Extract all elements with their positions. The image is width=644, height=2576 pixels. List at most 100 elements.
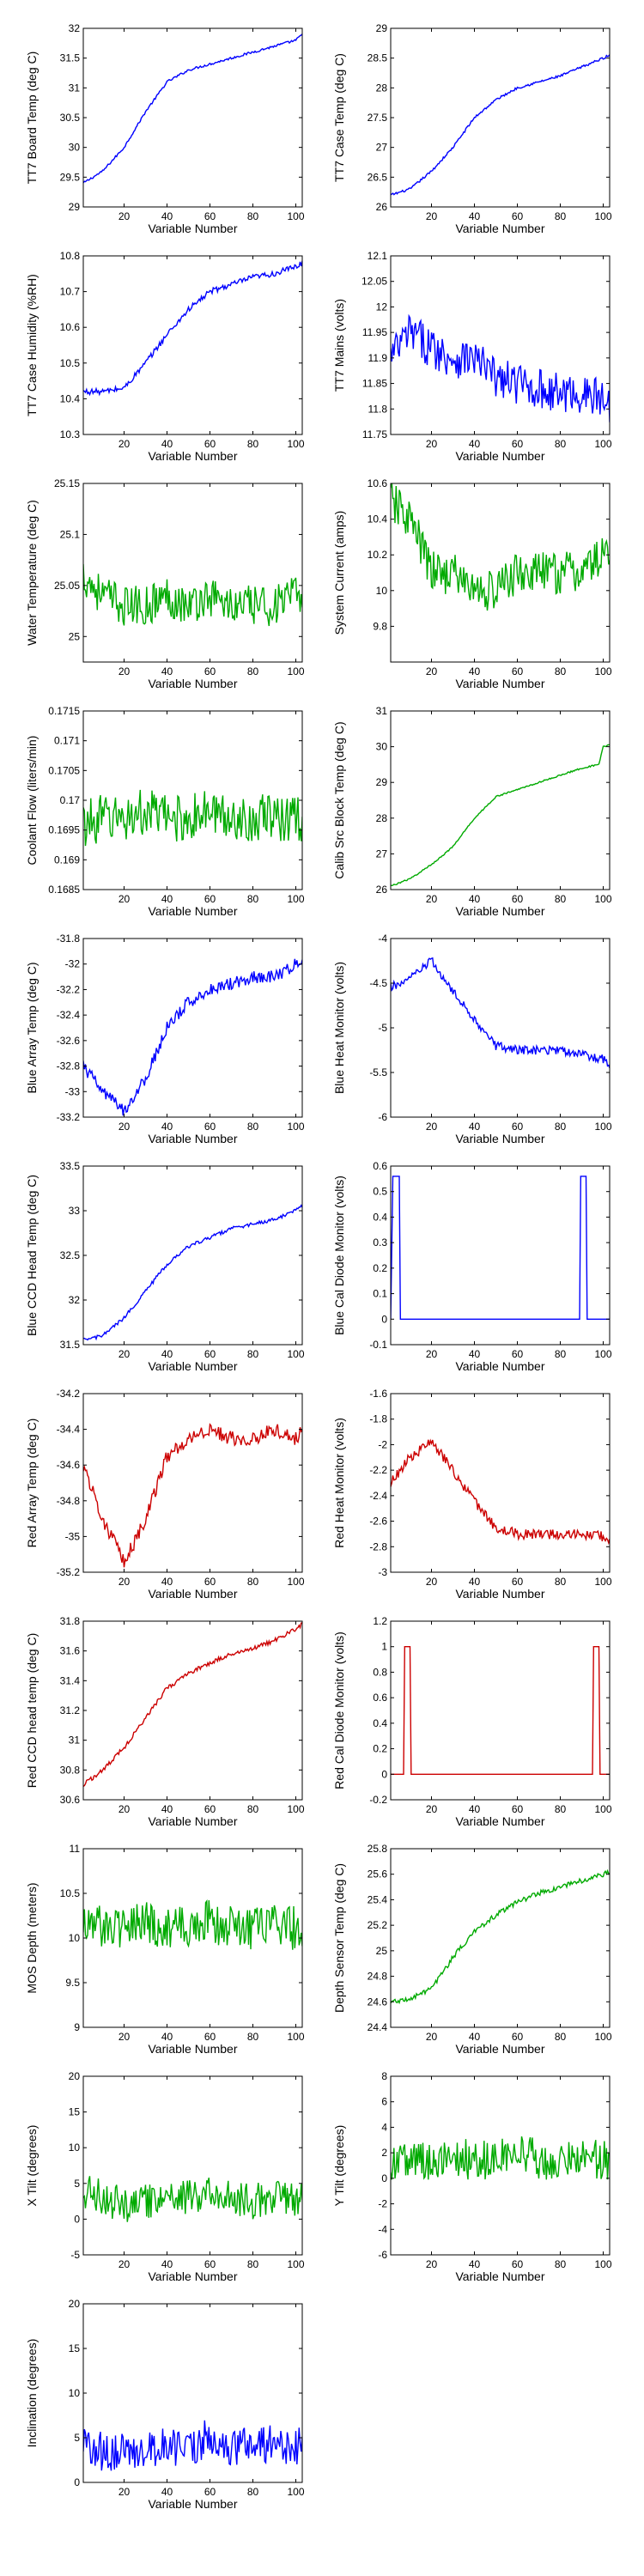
y-tick-label: 24.8 bbox=[368, 1971, 388, 1983]
y-tick-label: 0.4 bbox=[373, 1211, 387, 1223]
x-tick-label: 60 bbox=[204, 2258, 216, 2270]
y-tick-label: -34.4 bbox=[57, 1424, 81, 1436]
x-tick-label: 80 bbox=[247, 2486, 259, 2498]
x-tick-label: 60 bbox=[204, 1121, 216, 1133]
y-tick-label: 0.2 bbox=[373, 1743, 387, 1755]
y-tick-label: -32.8 bbox=[57, 1060, 81, 1072]
x-tick-label: 40 bbox=[161, 665, 173, 677]
series-line bbox=[83, 1423, 302, 1568]
y-tick-label: 30.6 bbox=[60, 1794, 81, 1806]
y-tick-label: -34.8 bbox=[57, 1495, 81, 1507]
y-axis-label: X Tilt (degrees) bbox=[25, 2125, 39, 2207]
x-tick-label: 20 bbox=[118, 438, 131, 450]
x-axis-label: Variable Number bbox=[148, 904, 237, 918]
x-tick-label: 40 bbox=[469, 210, 481, 222]
y-tick-label: 28.5 bbox=[368, 52, 388, 64]
x-tick-label: 80 bbox=[247, 1121, 259, 1133]
x-tick-label: 60 bbox=[204, 893, 216, 905]
axes-box bbox=[82, 938, 303, 1118]
x-axis-label: Variable Number bbox=[148, 1132, 237, 1145]
y-tick-label: -33.2 bbox=[57, 1111, 81, 1123]
y-axis-label: TT7 Board Temp (deg C) bbox=[25, 52, 39, 185]
y-tick-label: 10 bbox=[69, 2387, 81, 2399]
y-tick-label: 2 bbox=[381, 2147, 387, 2159]
x-tick-label: 40 bbox=[469, 1576, 481, 1588]
x-tick-label: 100 bbox=[287, 438, 304, 450]
y-tick-label: 0.169 bbox=[54, 854, 80, 866]
x-tick-label: 60 bbox=[512, 1121, 524, 1133]
y-tick-label: 10.4 bbox=[368, 513, 388, 526]
x-tick-label: 80 bbox=[555, 2031, 567, 2043]
x-tick-label: 40 bbox=[161, 893, 173, 905]
y-tick-label: 30 bbox=[69, 142, 81, 154]
y-tick-label: 0.2 bbox=[373, 1262, 387, 1274]
y-tick-label: -32.6 bbox=[57, 1035, 81, 1047]
x-tick-label: 100 bbox=[594, 1576, 611, 1588]
series-line bbox=[83, 33, 302, 184]
x-tick-label: 20 bbox=[426, 2258, 438, 2270]
subplot-18: 20 40 60 80 100 24.4 24.6 24.8 25 25.2 25.4 25.6 25.… bbox=[332, 1843, 612, 2056]
y-tick-label: 11.8 bbox=[368, 403, 388, 415]
y-tick-label: 0.4 bbox=[373, 1717, 387, 1729]
subplot-20: 20 40 60 80 100 -6 -4 -2 0 2 4 6 8 Variable Number Y T… bbox=[332, 2070, 612, 2283]
y-tick-label: -35 bbox=[65, 1530, 81, 1542]
y-tick-label: 10.8 bbox=[60, 250, 81, 262]
y-tick-label: 26.5 bbox=[368, 171, 388, 183]
y-tick-label: 10.5 bbox=[60, 1887, 81, 1899]
series-line bbox=[391, 1646, 610, 1775]
y-tick-label: -5 bbox=[70, 2249, 80, 2261]
x-axis-label: Variable Number bbox=[148, 449, 237, 463]
y-tick-label: 0 bbox=[74, 2213, 80, 2225]
axes-box bbox=[82, 1848, 303, 2028]
x-tick-label: 40 bbox=[469, 1348, 481, 1360]
y-tick-label: 4 bbox=[381, 2121, 387, 2133]
x-tick-label: 20 bbox=[426, 2031, 438, 2043]
series-line bbox=[391, 744, 610, 887]
x-axis-label: Variable Number bbox=[455, 222, 544, 235]
series-line bbox=[391, 957, 610, 1068]
y-tick-label: 30.5 bbox=[60, 112, 81, 124]
y-tick-label: 27 bbox=[376, 848, 388, 860]
y-tick-label: -1.6 bbox=[369, 1388, 387, 1400]
y-tick-label: 11.9 bbox=[368, 352, 388, 364]
x-axis-label: Variable Number bbox=[455, 2042, 544, 2056]
y-tick-label: 32.5 bbox=[60, 1249, 81, 1261]
series-line bbox=[83, 563, 302, 627]
x-tick-label: 100 bbox=[287, 893, 304, 905]
x-axis-label: Variable Number bbox=[455, 1359, 544, 1373]
y-tick-label: -0.1 bbox=[369, 1339, 387, 1351]
x-tick-label: 80 bbox=[247, 665, 259, 677]
axes-box bbox=[390, 2075, 611, 2256]
y-tick-label: 0.8 bbox=[373, 1666, 387, 1678]
y-tick-label: 5 bbox=[74, 2432, 80, 2444]
y-tick-label: -6 bbox=[378, 1111, 387, 1123]
y-tick-label: -2 bbox=[378, 1438, 387, 1450]
y-tick-label: 30.8 bbox=[60, 1764, 81, 1776]
y-tick-label: 9.8 bbox=[373, 620, 387, 632]
y-tick-label: 25 bbox=[376, 1945, 388, 1957]
series-line bbox=[83, 958, 302, 1116]
series-line bbox=[83, 2420, 302, 2471]
x-tick-label: 100 bbox=[287, 1803, 304, 1815]
x-tick-label: 40 bbox=[469, 665, 481, 677]
subplot-12: 20 40 60 80 100 -0.1 0 0.1 0.2 0.3 0.4 0.5 0.6 Variab… bbox=[332, 1160, 612, 1373]
x-tick-label: 100 bbox=[594, 2031, 611, 2043]
x-tick-label: 100 bbox=[594, 2258, 611, 2270]
y-tick-label: 25.4 bbox=[368, 1893, 388, 1905]
x-tick-label: 60 bbox=[512, 1803, 524, 1815]
x-tick-label: 60 bbox=[512, 1576, 524, 1588]
y-tick-label: 0.1715 bbox=[48, 705, 80, 717]
y-tick-label: -32 bbox=[65, 958, 81, 970]
y-tick-label: 12 bbox=[376, 301, 388, 313]
x-tick-label: 20 bbox=[426, 438, 438, 450]
axes-box bbox=[390, 710, 611, 890]
y-tick-label: 0.171 bbox=[54, 735, 80, 747]
y-tick-label: 0.3 bbox=[373, 1236, 387, 1249]
axes-box bbox=[82, 255, 303, 435]
x-tick-label: 20 bbox=[118, 2258, 131, 2270]
x-tick-label: 60 bbox=[204, 1348, 216, 1360]
x-tick-label: 100 bbox=[287, 665, 304, 677]
x-tick-label: 20 bbox=[426, 665, 438, 677]
y-tick-label: 5 bbox=[74, 2178, 80, 2190]
